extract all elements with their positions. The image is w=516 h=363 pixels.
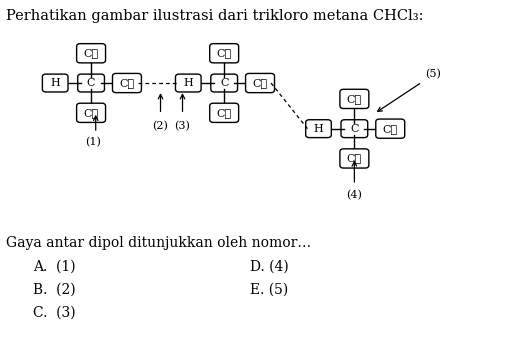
Text: Cℓ: Cℓ: [119, 78, 135, 88]
Text: (4): (4): [346, 189, 362, 200]
Text: Cℓ: Cℓ: [383, 124, 398, 134]
FancyBboxPatch shape: [340, 149, 369, 168]
Text: (1): (1): [86, 137, 101, 147]
Text: D. (4): D. (4): [250, 260, 289, 274]
Text: Gaya antar dipol ditunjukkan oleh nomor…: Gaya antar dipol ditunjukkan oleh nomor…: [6, 236, 311, 250]
Text: C: C: [350, 124, 359, 134]
Text: Cℓ: Cℓ: [84, 48, 99, 58]
Text: A.  (1): A. (1): [33, 260, 76, 274]
Text: Perhatikan gambar ilustrasi dari trikloro metana CHCl₃:: Perhatikan gambar ilustrasi dari triklor…: [6, 9, 424, 23]
FancyBboxPatch shape: [175, 74, 201, 92]
FancyBboxPatch shape: [341, 120, 368, 138]
FancyBboxPatch shape: [376, 119, 405, 138]
FancyBboxPatch shape: [76, 44, 106, 63]
Text: H: H: [314, 124, 324, 134]
Text: Cℓ: Cℓ: [347, 94, 362, 104]
Text: H: H: [51, 78, 60, 88]
Text: C: C: [220, 78, 229, 88]
FancyBboxPatch shape: [246, 73, 275, 93]
FancyBboxPatch shape: [112, 73, 141, 93]
Text: Cℓ: Cℓ: [84, 108, 99, 118]
FancyBboxPatch shape: [78, 74, 104, 92]
Text: E. (5): E. (5): [250, 283, 288, 297]
Text: Cℓ: Cℓ: [252, 78, 268, 88]
Text: (3): (3): [174, 121, 190, 131]
Text: C.  (3): C. (3): [33, 306, 76, 320]
FancyBboxPatch shape: [76, 103, 106, 122]
FancyBboxPatch shape: [209, 103, 238, 122]
Text: Cℓ: Cℓ: [347, 154, 362, 163]
Text: (2): (2): [153, 121, 168, 131]
FancyBboxPatch shape: [209, 44, 238, 63]
Text: Cℓ: Cℓ: [217, 48, 232, 58]
Text: H: H: [183, 78, 193, 88]
FancyBboxPatch shape: [211, 74, 237, 92]
FancyBboxPatch shape: [42, 74, 68, 92]
Text: B.  (2): B. (2): [33, 283, 76, 297]
FancyBboxPatch shape: [340, 89, 369, 109]
FancyBboxPatch shape: [305, 120, 331, 138]
Text: Cℓ: Cℓ: [217, 108, 232, 118]
Text: C: C: [87, 78, 95, 88]
Text: (5): (5): [426, 69, 441, 79]
